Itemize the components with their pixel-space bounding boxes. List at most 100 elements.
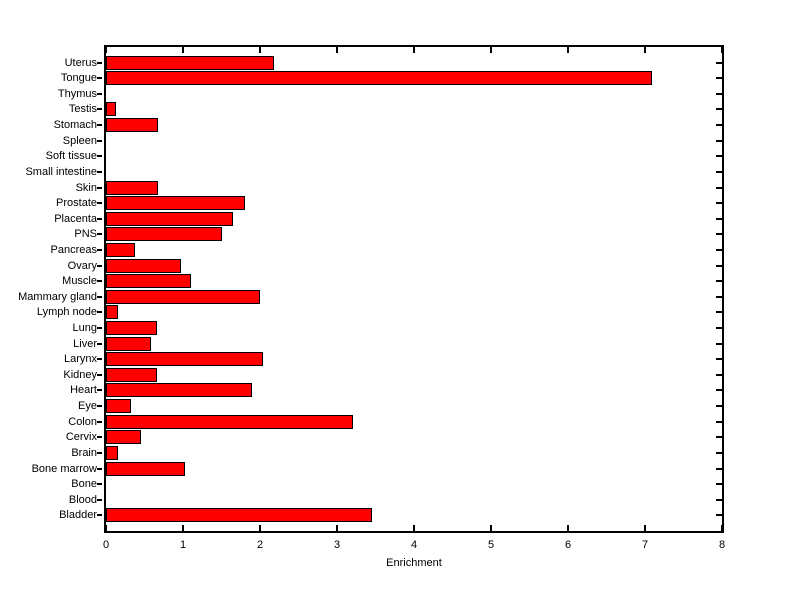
- bar-stomach: [106, 118, 159, 133]
- y-tick-label-prostate: Prostate: [56, 197, 97, 210]
- y-tick-right-ovary: [716, 264, 722, 267]
- bar-ovary: [106, 258, 181, 273]
- y-tick-right-brain: [716, 451, 722, 454]
- y-tick-label-thymus: Thymus: [57, 87, 97, 100]
- y-tick-right-bone-marrow: [716, 467, 722, 470]
- y-tick-right-small-intestine: [716, 170, 722, 173]
- x-tick-bottom-6: [567, 525, 569, 531]
- x-tick-top-3: [336, 47, 338, 53]
- y-tick-right-muscle: [716, 280, 722, 283]
- y-tick-label-brain: Brain: [71, 446, 97, 459]
- y-tick-label-stomach: Stomach: [53, 119, 97, 132]
- x-tick-top-0: [105, 47, 107, 53]
- y-tick-left-pancreas: [97, 248, 102, 251]
- y-tick-left-muscle: [97, 280, 102, 283]
- y-tick-left-mammary-gland: [97, 295, 102, 298]
- y-tick-label-ovary: Ovary: [67, 259, 97, 272]
- x-tick-top-7: [644, 47, 646, 53]
- x-tick-top-1: [182, 47, 184, 53]
- y-tick-left-bladder: [97, 514, 102, 517]
- y-tick-left-lung: [97, 327, 102, 330]
- bar-eye: [106, 399, 132, 414]
- y-tick-label-bladder: Bladder: [59, 509, 97, 522]
- y-tick-label-pns: PNS: [74, 228, 97, 241]
- y-tick-right-lymph-node: [716, 311, 722, 314]
- y-tick-label-mammary-gland: Mammary gland: [18, 290, 97, 303]
- x-tick-label-1: 1: [179, 539, 187, 551]
- x-tick-label-2: 2: [256, 539, 264, 551]
- x-tick-bottom-7: [644, 525, 646, 531]
- y-tick-right-skin: [716, 186, 722, 189]
- x-tick-bottom-8: [721, 525, 723, 531]
- bar-mammary-gland: [106, 289, 260, 304]
- y-tick-left-spleen: [97, 139, 102, 142]
- bar-placenta: [106, 211, 234, 226]
- x-tick-top-6: [567, 47, 569, 53]
- y-tick-label-muscle: Muscle: [62, 275, 97, 288]
- bar-muscle: [106, 274, 192, 289]
- y-tick-right-testis: [716, 108, 722, 111]
- y-tick-left-testis: [97, 108, 102, 111]
- y-tick-label-eye: Eye: [78, 400, 97, 413]
- bar-larynx: [106, 352, 264, 367]
- y-tick-label-colon: Colon: [68, 415, 97, 428]
- y-tick-label-small-intestine: Small intestine: [25, 165, 97, 178]
- y-tick-left-blood: [97, 498, 102, 501]
- y-tick-label-pancreas: Pancreas: [50, 243, 97, 256]
- y-tick-right-bone: [716, 483, 722, 486]
- x-tick-label-5: 5: [487, 539, 495, 551]
- bar-uterus: [106, 55, 274, 70]
- y-tick-right-cervix: [716, 436, 722, 439]
- x-axis-title: Enrichment: [386, 557, 442, 569]
- bar-tongue: [106, 71, 652, 86]
- y-tick-left-prostate: [97, 202, 102, 205]
- y-tick-label-liver: Liver: [73, 337, 97, 350]
- x-tick-bottom-0: [105, 525, 107, 531]
- y-tick-right-liver: [716, 342, 722, 345]
- y-tick-left-thymus: [97, 92, 102, 95]
- x-tick-bottom-5: [490, 525, 492, 531]
- y-tick-left-ovary: [97, 264, 102, 267]
- bar-liver: [106, 336, 151, 351]
- y-tick-label-spleen: Spleen: [62, 134, 97, 147]
- y-tick-left-bone-marrow: [97, 467, 102, 470]
- x-tick-bottom-4: [413, 525, 415, 531]
- x-tick-label-4: 4: [410, 539, 418, 551]
- y-tick-right-larynx: [716, 358, 722, 361]
- x-tick-label-0: 0: [102, 539, 110, 551]
- x-tick-top-8: [721, 47, 723, 53]
- x-tick-bottom-3: [336, 525, 338, 531]
- y-tick-right-mammary-gland: [716, 295, 722, 298]
- y-tick-right-spleen: [716, 139, 722, 142]
- y-tick-label-placenta: Placenta: [54, 212, 97, 225]
- y-tick-right-placenta: [716, 217, 722, 220]
- x-tick-label-7: 7: [641, 539, 649, 551]
- x-tick-label-3: 3: [333, 539, 341, 551]
- y-tick-left-bone: [97, 483, 102, 486]
- y-tick-left-small-intestine: [97, 170, 102, 173]
- y-tick-left-larynx: [97, 358, 102, 361]
- x-tick-label-6: 6: [564, 539, 572, 551]
- plot-area: [97, 45, 724, 533]
- x-tick-bottom-2: [259, 525, 261, 531]
- y-tick-left-pns: [97, 233, 102, 236]
- y-tick-label-cervix: Cervix: [65, 431, 97, 444]
- y-tick-left-cervix: [97, 436, 102, 439]
- y-tick-left-brain: [97, 451, 102, 454]
- x-tick-label-8: 8: [718, 539, 726, 551]
- y-tick-right-blood: [716, 498, 722, 501]
- bar-testis: [106, 102, 116, 117]
- y-tick-right-bladder: [716, 514, 722, 517]
- y-tick-left-soft-tissue: [97, 155, 102, 158]
- y-tick-left-eye: [97, 405, 102, 408]
- x-tick-bottom-1: [182, 525, 184, 531]
- y-tick-right-eye: [716, 405, 722, 408]
- y-tick-label-uterus: Uterus: [64, 56, 97, 69]
- x-tick-top-5: [490, 47, 492, 53]
- y-tick-label-kidney: Kidney: [63, 368, 97, 381]
- bar-kidney: [106, 367, 157, 382]
- y-tick-left-heart: [97, 389, 102, 392]
- y-tick-label-heart: Heart: [70, 384, 97, 397]
- y-tick-left-lymph-node: [97, 311, 102, 314]
